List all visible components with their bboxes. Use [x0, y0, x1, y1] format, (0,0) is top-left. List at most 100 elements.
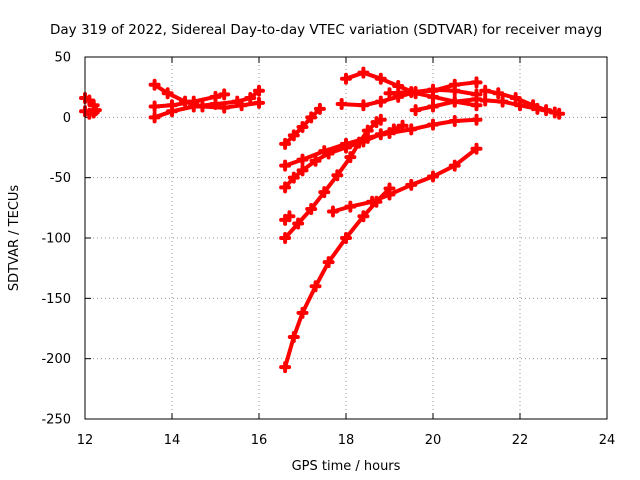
x-tick-label: 24	[599, 433, 616, 448]
y-tick-label: -150	[41, 292, 71, 307]
series-line-9	[283, 117, 383, 240]
data-series	[79, 66, 566, 374]
data-point	[340, 141, 352, 154]
data-point	[405, 85, 418, 98]
x-tick-label: 12	[77, 433, 94, 448]
data-point	[361, 124, 374, 137]
data-point	[548, 106, 561, 119]
data-point	[357, 210, 370, 223]
data-point	[187, 100, 200, 113]
data-point	[148, 111, 161, 124]
data-point	[161, 87, 174, 100]
y-tick-label: 50	[54, 51, 71, 66]
data-point	[218, 88, 231, 101]
data-point	[283, 210, 296, 223]
data-point	[322, 256, 335, 269]
y-tick-label: -50	[50, 171, 71, 186]
y-tick-label: -200	[41, 352, 71, 367]
series-line-15	[413, 97, 479, 113]
data-point	[405, 123, 418, 136]
x-tick-label: 18	[338, 433, 355, 448]
data-point	[326, 205, 339, 218]
data-point	[279, 137, 292, 150]
data-point	[279, 159, 292, 172]
data-point	[374, 113, 387, 126]
data-point	[253, 96, 265, 109]
plot-frame	[84, 56, 608, 420]
data-point	[253, 84, 265, 97]
data-point	[331, 169, 344, 182]
data-point	[383, 188, 396, 201]
data-point	[405, 178, 418, 191]
series-line-7	[283, 123, 405, 190]
data-point	[427, 84, 439, 97]
data-point	[492, 87, 505, 100]
data-point	[427, 100, 439, 113]
data-point	[287, 129, 300, 142]
axis-ticks: 12 14 16 18 20 22 24 50 0 -50 -100 -150 -200 -250	[41, 51, 615, 449]
data-point	[209, 98, 222, 111]
data-point	[448, 159, 461, 172]
data-point	[318, 186, 331, 199]
x-axis-label: GPS time / hours	[292, 459, 401, 474]
y-tick-label: -250	[41, 413, 71, 428]
data-point	[427, 118, 439, 131]
data-point	[313, 102, 326, 115]
data-point	[309, 154, 322, 167]
data-point	[353, 136, 366, 149]
data-point	[287, 171, 300, 184]
data-point	[296, 120, 309, 133]
x-tick-label: 14	[164, 433, 181, 448]
data-point	[470, 76, 483, 89]
data-point	[231, 95, 244, 108]
data-point	[496, 95, 509, 108]
data-point	[357, 66, 370, 79]
data-point	[344, 151, 357, 164]
data-point	[305, 203, 318, 216]
data-point	[387, 123, 400, 136]
data-point	[279, 361, 292, 374]
data-point	[366, 195, 379, 208]
data-point	[148, 100, 161, 113]
data-point	[344, 200, 357, 213]
data-point	[396, 119, 409, 132]
data-point	[531, 102, 544, 115]
y-tick-label: 0	[63, 111, 71, 126]
data-point	[374, 128, 387, 141]
data-point	[335, 98, 348, 111]
y-axis-label: SDTVAR / TECUs	[7, 185, 22, 292]
data-point	[244, 92, 257, 105]
x-tick-label: 20	[425, 433, 442, 448]
y-tick-label: -100	[41, 232, 71, 247]
data-point	[279, 232, 292, 244]
data-point	[340, 232, 352, 244]
data-point	[357, 99, 370, 112]
data-point	[296, 306, 309, 319]
data-point	[470, 93, 483, 106]
data-point	[448, 95, 461, 108]
data-point	[340, 72, 352, 85]
data-point	[470, 142, 483, 155]
data-point	[427, 170, 439, 183]
data-point	[509, 92, 522, 105]
data-point	[148, 78, 161, 91]
x-tick-label: 16	[251, 433, 268, 448]
data-point	[392, 79, 405, 92]
data-point	[296, 153, 309, 166]
data-point	[292, 217, 305, 230]
data-point	[383, 87, 396, 100]
data-point	[374, 95, 387, 108]
data-point	[374, 72, 387, 85]
data-point	[309, 280, 322, 293]
data-point	[448, 114, 461, 127]
data-point	[287, 330, 300, 343]
data-point	[305, 111, 318, 124]
data-point	[279, 181, 292, 194]
data-point	[479, 94, 492, 107]
data-point	[166, 105, 178, 118]
data-point	[296, 164, 309, 177]
chart-title: Day 319 of 2022, Sidereal Day-to-day VTE…	[50, 22, 602, 38]
x-tick-label: 22	[512, 433, 529, 448]
